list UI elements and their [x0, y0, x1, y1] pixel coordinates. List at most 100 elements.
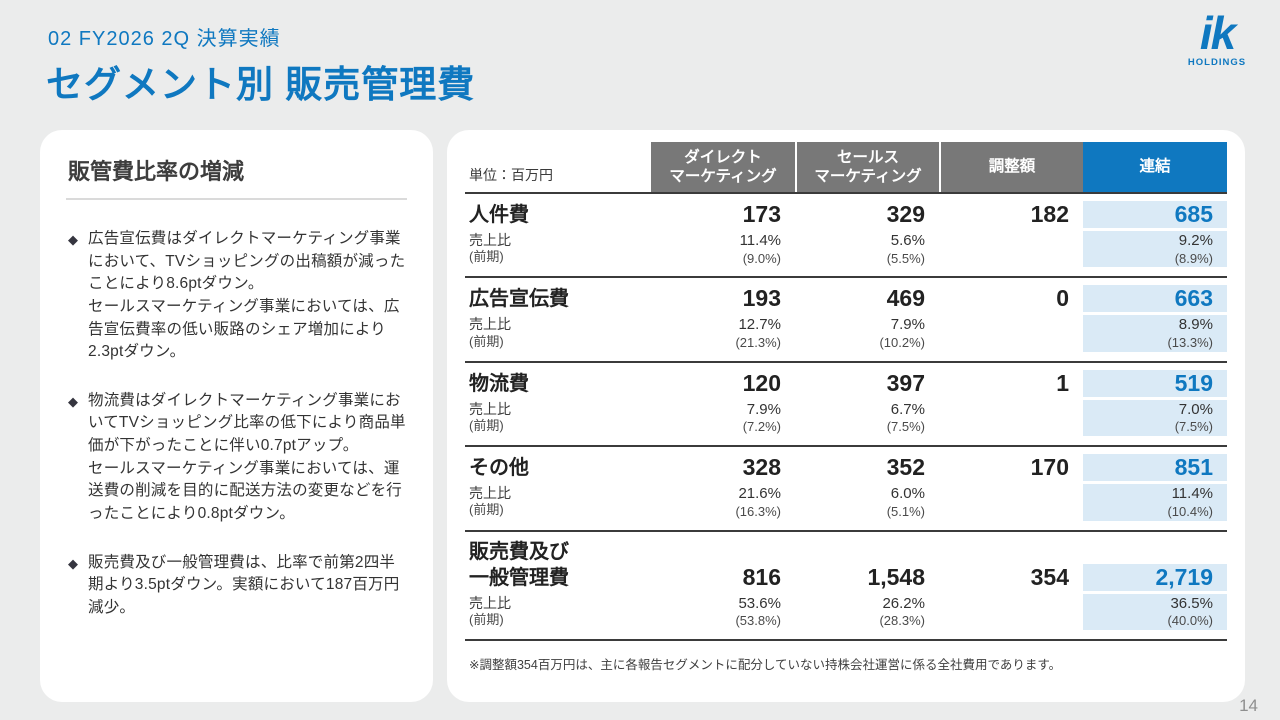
ratio-cell: [939, 315, 1083, 351]
page-number: 14: [1239, 696, 1258, 715]
bullet-text: 販売費及び一般管理費は、比率で前第2四半期より3.5ptダウン。実額において18…: [88, 553, 400, 616]
bullet-item: ◆ 物流費はダイレクトマーケティング事業においてTVショッピング比率の低下により商…: [66, 390, 407, 526]
value-cell: 2,719: [1083, 563, 1227, 591]
prev-value: (10.4%): [1167, 503, 1213, 519]
column-header: セールス マーケティング: [795, 142, 939, 192]
slide-kicker: 02 FY2026 2Q 決算実績: [48, 28, 281, 50]
commentary-panel: 販管費比率の増減 ◆ 広告宣伝費はダイレクトマーケティング事業において、TVショッ…: [40, 130, 433, 702]
prev-value: (5.1%): [886, 503, 925, 519]
value-cell: 469: [886, 285, 925, 312]
ratio-cell: 9.2% (8.9%): [1083, 231, 1227, 268]
table-panel: 単位：百万円 ダイレクト マーケティング セールス マーケティング 調整額 連結人件費 1…: [447, 130, 1245, 702]
prev-value: (8.9%): [1174, 250, 1213, 266]
prev-value: (53.8%): [735, 613, 781, 629]
diamond-bullet-icon: ◆: [68, 232, 78, 247]
ratio-row: 売上比 (前期) 7.9% (7.2%) 6.7% (7.5%) 7.0% (7.5%): [465, 397, 1227, 445]
value-cell: 120: [742, 369, 781, 396]
row-label: 人件費: [469, 204, 529, 226]
ratio-cell: 21.6% (16.3%): [651, 484, 795, 520]
ratio-value: 53.6%: [738, 594, 781, 612]
value-cell: 685: [1083, 201, 1227, 228]
prev-value: (21.3%): [735, 334, 781, 350]
ratio-row: 売上比 (前期) 12.7% (21.3%) 7.9% (10.2%) 8.9% (13.3%…: [465, 312, 1227, 360]
company-logo: ik HOLDINGS: [1182, 7, 1252, 68]
row-label: 広告宣伝費: [469, 288, 569, 311]
ratio-label: 売上比 (前期): [465, 231, 651, 267]
value-cell: 352: [886, 454, 925, 481]
bullet-text: 物流費はダイレクトマーケティング事業においてTVショッピング比率の低下により商品…: [88, 391, 406, 522]
ratio-label: 売上比 (前期): [465, 484, 651, 520]
ratio-label: 売上比 (前期): [465, 400, 651, 436]
value-cell: 329: [886, 201, 925, 227]
ratio-value: 7.9%: [746, 400, 781, 418]
ratio-cell: [939, 400, 1083, 436]
ratio-caption: 売上比: [469, 594, 511, 611]
ratio-value: 26.2%: [882, 594, 925, 612]
column-header: 連結: [1083, 142, 1227, 192]
table-section: 物流費 120 397 1 519 売上比 (前期) 7.9% (7.2%) 6.7% (7.5%)…: [465, 363, 1227, 448]
value-cell: 816: [742, 563, 781, 590]
value-cell: 397: [886, 369, 925, 396]
slide-title: セグメント別 販売管理費: [46, 64, 476, 105]
prev-value: (10.2%): [879, 334, 925, 350]
ratio-value: 12.7%: [738, 316, 781, 334]
sgna-table: 単位：百万円 ダイレクト マーケティング セールス マーケティング 調整額 連結人件費 1…: [465, 142, 1227, 641]
ratio-value: 5.6%: [890, 232, 925, 249]
bullet-item: ◆ 販売費及び一般管理費は、比率で前第2四半期より3.5ptダウン。実額において1…: [66, 552, 407, 620]
prev-value: (13.3%): [1167, 334, 1213, 350]
ratio-cell: [939, 231, 1083, 267]
ratio-cell: 36.5% (40.0%): [1083, 593, 1227, 630]
ratio-value: 21.6%: [738, 485, 781, 503]
ratio-cell: 8.9% (13.3%): [1083, 315, 1227, 352]
value-cell: 354: [1030, 563, 1069, 590]
ratio-cell: [939, 594, 1083, 630]
value-cell: 193: [742, 285, 781, 312]
table-footnote: ※調整額354百万円は、主に各報告セグメントに配分していない持株会社運営に係る全…: [469, 657, 1062, 672]
expense-row: その他 328 352 170 851: [465, 447, 1227, 482]
bullet-text: 広告宣伝費はダイレクトマーケティング事業において、TVショッピングの出稿額が減っ…: [88, 230, 406, 361]
value-cell: 182: [1030, 201, 1069, 227]
prev-caption: (前期): [469, 502, 504, 518]
value-cell: 519: [1083, 369, 1227, 397]
diamond-bullet-icon: ◆: [68, 393, 78, 409]
prev-value: (7.2%): [742, 419, 781, 435]
ratio-value: 6.7%: [890, 400, 925, 418]
ratio-row: 売上比 (前期) 21.6% (16.3%) 6.0% (5.1%) 11.4% (10.4%…: [465, 481, 1227, 529]
row-label: 物流費: [469, 372, 529, 395]
ratio-cell: 26.2% (28.3%): [795, 594, 939, 630]
ratio-cell: 6.0% (5.1%): [795, 484, 939, 520]
table-header-row: 単位：百万円 ダイレクト マーケティング セールス マーケティング 調整額 連結: [465, 142, 1227, 194]
ratio-cell: 5.6% (5.5%): [795, 231, 939, 267]
ratio-label: 売上比 (前期): [465, 315, 651, 351]
prev-caption: (前期): [469, 249, 504, 265]
ratio-cell: 7.0% (7.5%): [1083, 399, 1227, 437]
prev-value: (7.5%): [886, 419, 925, 435]
prev-caption: (前期): [469, 333, 504, 349]
ratio-value: 8.9%: [1178, 316, 1213, 334]
ratio-row: 売上比 (前期) 53.6% (53.8%) 26.2% (28.3%) 36.5% (40.…: [465, 591, 1227, 639]
column-header: 調整額: [939, 142, 1083, 192]
expense-row: 人件費 173 329 182 685: [465, 194, 1227, 228]
value-cell: 1,548: [867, 563, 925, 590]
ratio-cell: 7.9% (7.2%): [651, 400, 795, 436]
prev-value: (9.0%): [742, 250, 781, 266]
panel-heading: 販管費比率の増減: [66, 154, 407, 200]
ratio-value: 7.0%: [1178, 400, 1213, 418]
row-label: 販売費及び 一般管理費: [469, 540, 569, 589]
ratio-cell: [939, 484, 1083, 520]
diamond-bullet-icon: ◆: [68, 555, 78, 571]
ratio-caption: 売上比: [469, 316, 511, 333]
logo-text: ik: [1199, 7, 1236, 59]
ratio-value: 11.4%: [1171, 485, 1213, 503]
ratio-value: 7.9%: [890, 316, 925, 334]
value-cell: 173: [742, 201, 781, 227]
ratio-value: 36.5%: [1170, 594, 1213, 612]
table-section: その他 328 352 170 851 売上比 (前期) 21.6% (16.3%) 6.0% (5…: [465, 447, 1227, 532]
ratio-label: 売上比 (前期): [465, 594, 651, 630]
ratio-cell: 7.9% (10.2%): [795, 315, 939, 351]
value-cell: 1: [1056, 369, 1069, 396]
ratio-cell: 12.7% (21.3%): [651, 315, 795, 351]
table-section: 販売費及び 一般管理費 816 1,548 354 2,719 売上比 (前期) 53.6%(…: [465, 532, 1227, 641]
ratio-value: 9.2%: [1178, 232, 1213, 249]
ratio-row: 売上比 (前期) 11.4% (9.0%) 5.6% (5.5%) 9.2% (8.9%): [465, 228, 1227, 276]
